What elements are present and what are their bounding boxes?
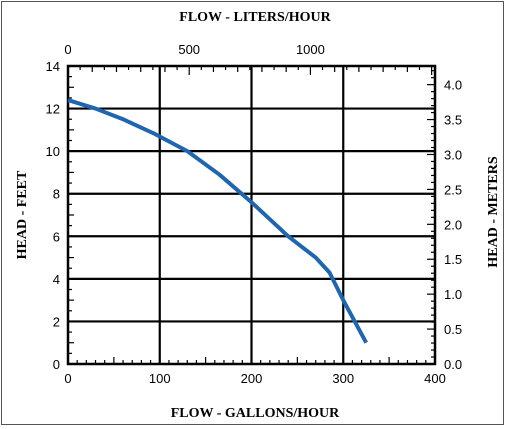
x-tick-label: 300	[332, 371, 354, 386]
top-tick-label: 0	[64, 42, 71, 57]
y-tick-label: 6	[53, 229, 60, 244]
y-tick-label: 12	[46, 102, 60, 117]
tick-labels: 0 100 200 300 400 0 2 4 6 8 10 12 14 0 500 1000 0.0 0.5 1.…	[46, 42, 463, 386]
grid-layer	[68, 66, 435, 364]
x-axis-title: FLOW - GALLONS/HOUR	[171, 406, 340, 421]
right-tick-label: 4.0	[444, 78, 462, 93]
y-tick-label: 14	[46, 59, 60, 74]
top-tick-label: 1000	[296, 42, 325, 57]
right-tick-label: 2.0	[444, 217, 462, 232]
pump-curve-line	[67, 98, 368, 344]
y-axis-title-left: HEAD - FEET	[15, 170, 30, 259]
right-tick-label: 1.0	[444, 287, 462, 302]
y-tick-label: 4	[53, 272, 60, 287]
chart-frame: 0 100 200 300 400 0 2 4 6 8 10 12 14 0 500 1000 0.0 0.5 1.…	[1, 1, 504, 425]
x-tick-label: 0	[64, 371, 71, 386]
y-axis-title-right: HEAD - METERS	[486, 156, 501, 267]
top-axis-title: FLOW - LITERS/HOUR	[179, 10, 331, 25]
y-tick-label: 2	[53, 314, 60, 329]
minor-ticks	[68, 66, 435, 364]
y-tick-label: 10	[46, 144, 60, 159]
right-tick-label: 1.5	[444, 252, 462, 267]
x-tick-label: 400	[424, 371, 446, 386]
x-tick-label: 200	[241, 371, 263, 386]
right-tick-label: 3.0	[444, 147, 462, 162]
y-tick-label: 0	[53, 357, 60, 372]
right-tick-label: 2.5	[444, 182, 462, 197]
right-tick-label: 3.5	[444, 113, 462, 128]
right-tick-label: 0.0	[444, 357, 462, 372]
top-tick-label: 500	[178, 42, 200, 57]
y-tick-label: 8	[53, 187, 60, 202]
series-layer	[67, 98, 368, 344]
x-tick-label: 100	[149, 371, 171, 386]
right-tick-label: 0.5	[444, 322, 462, 337]
